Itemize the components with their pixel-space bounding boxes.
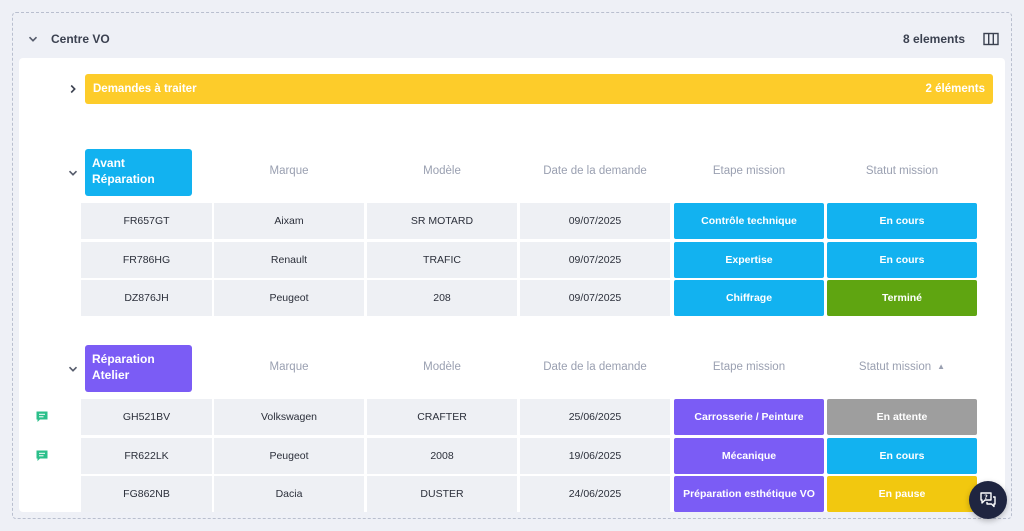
table-row[interactable]: GH521BV Volkswagen CRAFTER 25/06/2025 Carros… [36,399,993,436]
step-pill[interactable]: Chiffrage [674,280,824,316]
step-pill[interactable]: Carrosserie / Peinture [674,399,824,435]
column-header-label: Modèle [423,165,461,177]
todo-count: 2 éléments [925,83,985,95]
step-header[interactable]: Etape mission [674,361,824,373]
column-header-label: Modèle [423,361,461,373]
column-header-label: Statut mission [865,165,939,177]
table-row[interactable]: FG862NB Dacia DUSTER 24/06/2025 Préparation … [65,476,993,513]
group-reparation-atelier: Réparation Atelier Marque Modèle Date de la… [36,345,993,512]
todo-group[interactable]: Demandes à traiter 2 éléments [65,74,993,104]
table-row[interactable]: FR786HG Renault TRAFIC 09/07/2025 Expertise E… [65,241,993,279]
date-header[interactable]: Date de la demande [520,361,670,373]
help-chat-button[interactable]: ? [969,481,1007,519]
column-header-label: Etape mission [712,361,786,373]
date-cell: 09/07/2025 [520,280,670,316]
columns-icon[interactable] [983,32,999,46]
step-pill[interactable]: Expertise [674,241,824,278]
svg-text:?: ? [984,494,988,501]
chevron-right-icon[interactable] [65,81,81,97]
status-pill[interactable]: En pause [827,476,977,512]
brand-header[interactable]: Marque [214,165,364,177]
comment-icon[interactable] [35,410,49,424]
step-pill[interactable]: Préparation esthétique VO [674,476,824,512]
plate-cell: FG862NB [81,476,212,512]
section-header: Centre VO 8 elements [25,27,999,51]
brand-cell: Volkswagen [214,399,364,435]
plate-cell: GH521BV [81,399,212,435]
plate-cell: FR657GT [81,203,212,239]
status-header[interactable]: Statut mission [827,165,977,177]
table-row[interactable]: DZ876JH Peugeot 208 09/07/2025 Chiffrage Term… [65,280,993,317]
table-row[interactable]: FR622LK Peugeot 2008 19/06/2025 Mécanique En … [36,437,993,475]
brand-cell: Dacia [214,476,364,512]
section-count: 8 elements [902,32,965,46]
centre-vo-section: Centre VO 8 elements Demandes à traiter … [12,12,1012,519]
date-header[interactable]: Date de la demande [520,165,670,177]
chevron-down-icon[interactable] [65,165,81,181]
status-pill[interactable]: Terminé [827,280,977,316]
date-cell: 19/06/2025 [520,437,670,474]
todo-label: Demandes à traiter [93,83,197,95]
column-header-label: Etape mission [712,165,786,177]
group-label[interactable]: Réparation Atelier [85,345,192,392]
model-cell: 208 [367,280,517,316]
model-header[interactable]: Modèle [367,165,517,177]
status-header[interactable]: Statut mission ▲ [827,361,977,373]
column-header-label: Marque [269,165,309,177]
model-header[interactable]: Modèle [367,361,517,373]
group-avant-reparation: Avant Réparation Marque Modèle Date de la d… [65,149,993,316]
model-cell: SR MOTARD [367,203,517,239]
group-header: Réparation Atelier Marque Modèle Date de la… [65,345,993,393]
model-cell: 2008 [367,437,517,474]
date-cell: 25/06/2025 [520,399,670,435]
groups-panel: Demandes à traiter 2 éléments Avant Répa… [19,58,1005,512]
help-chat-icon: ? [980,492,996,508]
column-header-label: Date de la demande [543,165,647,177]
column-header-label: Marque [269,361,309,373]
step-header[interactable]: Etape mission [674,165,824,177]
model-cell: DUSTER [367,476,517,512]
status-pill[interactable]: En cours [827,203,977,239]
plate-cell: DZ876JH [81,280,212,316]
brand-header[interactable]: Marque [214,361,364,373]
model-cell: TRAFIC [367,241,517,278]
plate-cell: FR622LK [81,437,212,474]
status-pill[interactable]: En attente [827,399,977,435]
brand-cell: Renault [214,241,364,278]
group-label[interactable]: Avant Réparation [85,149,192,196]
section-title: Centre VO [51,32,110,46]
date-cell: 09/07/2025 [520,241,670,278]
status-pill[interactable]: En cours [827,437,977,474]
step-pill[interactable]: Mécanique [674,437,824,474]
column-header-label: Statut mission [858,361,932,373]
sort-asc-icon[interactable]: ▲ [937,362,946,371]
brand-cell: Peugeot [214,280,364,316]
todo-bar[interactable]: Demandes à traiter 2 éléments [85,74,993,104]
chevron-down-icon[interactable] [65,361,81,377]
chevron-down-icon[interactable] [25,31,41,47]
step-pill[interactable]: Contrôle technique [674,203,824,239]
date-cell: 24/06/2025 [520,476,670,512]
column-header-label: Date de la demande [543,361,647,373]
group-header: Avant Réparation Marque Modèle Date de la d… [65,149,993,197]
plate-cell: FR786HG [81,241,212,278]
date-cell: 09/07/2025 [520,203,670,239]
table-row[interactable]: FR657GT Aixam SR MOTARD 09/07/2025 Contrôle … [65,203,993,240]
brand-cell: Peugeot [214,437,364,474]
brand-cell: Aixam [214,203,364,239]
status-pill[interactable]: En cours [827,241,977,278]
model-cell: CRAFTER [367,399,517,435]
comment-icon[interactable] [35,449,49,463]
